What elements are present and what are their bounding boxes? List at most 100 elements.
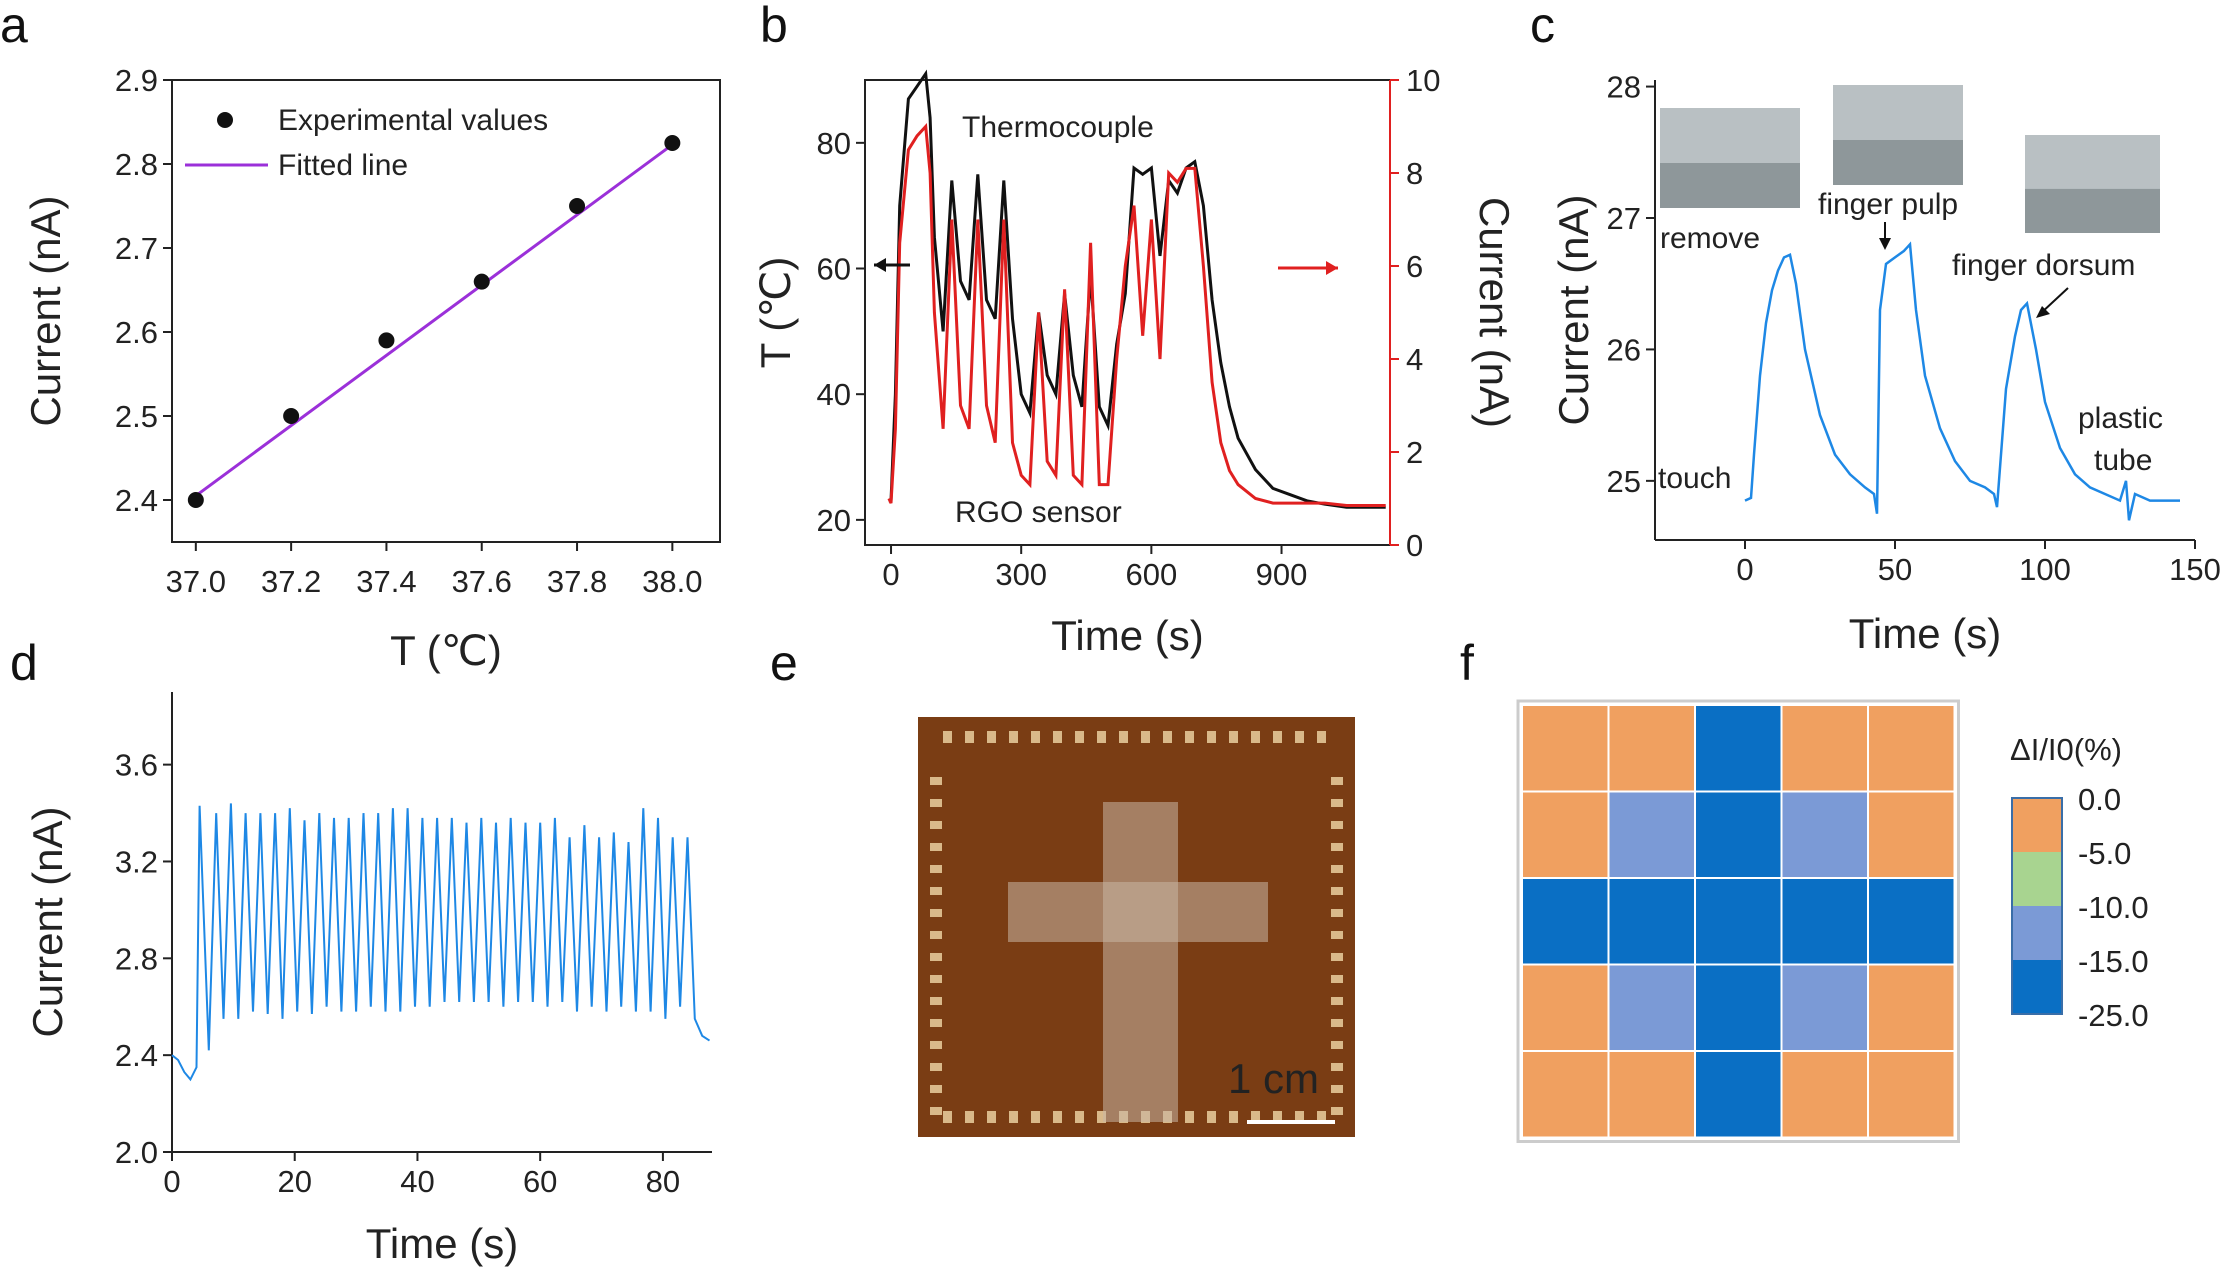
electrode-pad [1031, 731, 1040, 743]
panel-letter-d: d [10, 635, 38, 691]
heatmap-cell [1780, 790, 1869, 879]
x-axis-label: Time (s) [1051, 612, 1203, 659]
colorbar-segment [2012, 798, 2062, 852]
panel-letter-a: a [0, 0, 28, 53]
electrode-pad [1331, 975, 1343, 983]
electrode-pad [930, 865, 942, 873]
annotation-tube: tube [2094, 444, 2152, 477]
x-tick-label: 100 [2019, 552, 2071, 587]
panel-letter-f: f [1460, 635, 1474, 691]
annotation-finger-dorsum: finger dorsum [1952, 249, 2135, 282]
heatmap-cell [1867, 877, 1956, 966]
heatmap-cell [1780, 877, 1869, 966]
electrode-pad [1229, 1111, 1238, 1123]
x-tick-label: 37.2 [261, 564, 321, 599]
left-axis-arrowhead [874, 258, 886, 272]
electrode-pad [1331, 1041, 1343, 1049]
electrode-pad [965, 1111, 974, 1123]
colorbar-label: 0.0 [2078, 782, 2121, 817]
heatmap-cell [1867, 704, 1956, 793]
x-tick-label: 37.6 [452, 564, 512, 599]
electrode-pad [1331, 777, 1343, 785]
x-tick-label: 300 [995, 557, 1047, 592]
electrode-pad [1009, 1111, 1018, 1123]
y-right-tick-label: 8 [1406, 156, 1423, 191]
electrode-pad [1031, 1111, 1040, 1123]
electrode-pad [1331, 997, 1343, 1005]
heatmap-cell [1607, 877, 1696, 966]
heatmap-cell [1521, 1050, 1610, 1139]
electrode-pad [1185, 1111, 1194, 1123]
y-left-axis-label: T (℃) [752, 257, 799, 369]
panel-letter-c: c [1530, 0, 1555, 53]
plot-frame-a [171, 79, 721, 543]
x-tick-label: 0 [163, 1164, 180, 1199]
experimental-point [187, 492, 204, 508]
right-axis-arrowhead [1326, 261, 1338, 275]
electrode-pad [987, 1111, 996, 1123]
annotation-thermocouple: Thermocouple [962, 111, 1154, 144]
electrode-pad [1317, 1111, 1326, 1123]
electrode-pad [1185, 731, 1194, 743]
y-tick-label: 3.2 [115, 844, 158, 879]
electrode-pad [1331, 821, 1343, 829]
heatmap-cell [1694, 1050, 1783, 1139]
annotation-plastic: plastic [2078, 402, 2163, 435]
electrode-pad [930, 777, 942, 785]
electrode-pad [1207, 1111, 1216, 1123]
legend-label-fitted: Fitted line [278, 149, 408, 182]
electrode-pad [1273, 731, 1282, 743]
sensor-cross-horizontal [1008, 882, 1268, 942]
legend-marker-experimental [217, 112, 233, 128]
annotation-finger-pulp: finger pulp [1818, 188, 1958, 221]
x-tick-label: 0 [1736, 552, 1753, 587]
panel-b: 0 300 600 900 20 40 60 80 0 2 4 6 8 10 Thermocouple RGO… [752, 63, 1518, 659]
electrode-pad [930, 975, 942, 983]
y-right-tick-label: 6 [1406, 249, 1423, 284]
electrode-pad [930, 843, 942, 851]
colorbar-segment [2012, 852, 2062, 906]
electrode-pad [930, 1085, 942, 1093]
colorbar-segment [2012, 906, 2062, 960]
electrode-pad [1331, 909, 1343, 917]
y-tick-label: 27 [1607, 201, 1641, 236]
sensor-cross-vertical [1103, 802, 1178, 1122]
heatmap-cell [1521, 790, 1610, 879]
electrode-pad [1295, 731, 1304, 743]
heatmap-cell [1694, 877, 1783, 966]
panel-letter-b: b [760, 0, 788, 53]
fitted-line [194, 143, 674, 498]
x-tick-label: 20 [277, 1164, 311, 1199]
x-tick-label: 37.0 [166, 564, 226, 599]
rgo-sensor-line [887, 123, 1386, 507]
electrode-pad [1053, 731, 1062, 743]
electrode-pad [1331, 931, 1343, 939]
y-tick-label: 3.6 [115, 748, 158, 783]
colorbar-label: -25.0 [2078, 998, 2149, 1033]
electrode-pad [930, 1019, 942, 1027]
electrode-pad [1163, 731, 1172, 743]
electrode-pad [930, 1041, 942, 1049]
electrode-pad [1097, 1111, 1106, 1123]
heatmap-cell [1867, 1050, 1956, 1139]
heatmap-cell [1521, 704, 1610, 793]
panel-c: 0 50 100 150 25 26 27 28 touch remove finger pulp f… [1550, 70, 2221, 657]
heatmap-cell [1521, 877, 1610, 966]
electrode-pad [930, 909, 942, 917]
x-tick-label: 150 [2169, 552, 2221, 587]
x-tick-label: 37.4 [356, 564, 416, 599]
x-axis-label: Time (s) [366, 1220, 518, 1267]
y-tick-label: 2.8 [115, 941, 158, 976]
heatmap-cell [1694, 963, 1783, 1052]
experimental-point [378, 332, 395, 349]
electrode-pad [930, 799, 942, 807]
x-axis-label: T (℃) [390, 627, 502, 674]
y-tick-label: 2.8 [115, 147, 158, 182]
x-tick-label: 900 [1256, 557, 1308, 592]
annotation-rgo-sensor: RGO sensor [955, 496, 1122, 529]
electrode-pad [930, 953, 942, 961]
electrode-pad [1053, 1111, 1062, 1123]
electrode-pad [1331, 843, 1343, 851]
y-tick-label: 2.0 [115, 1135, 158, 1170]
